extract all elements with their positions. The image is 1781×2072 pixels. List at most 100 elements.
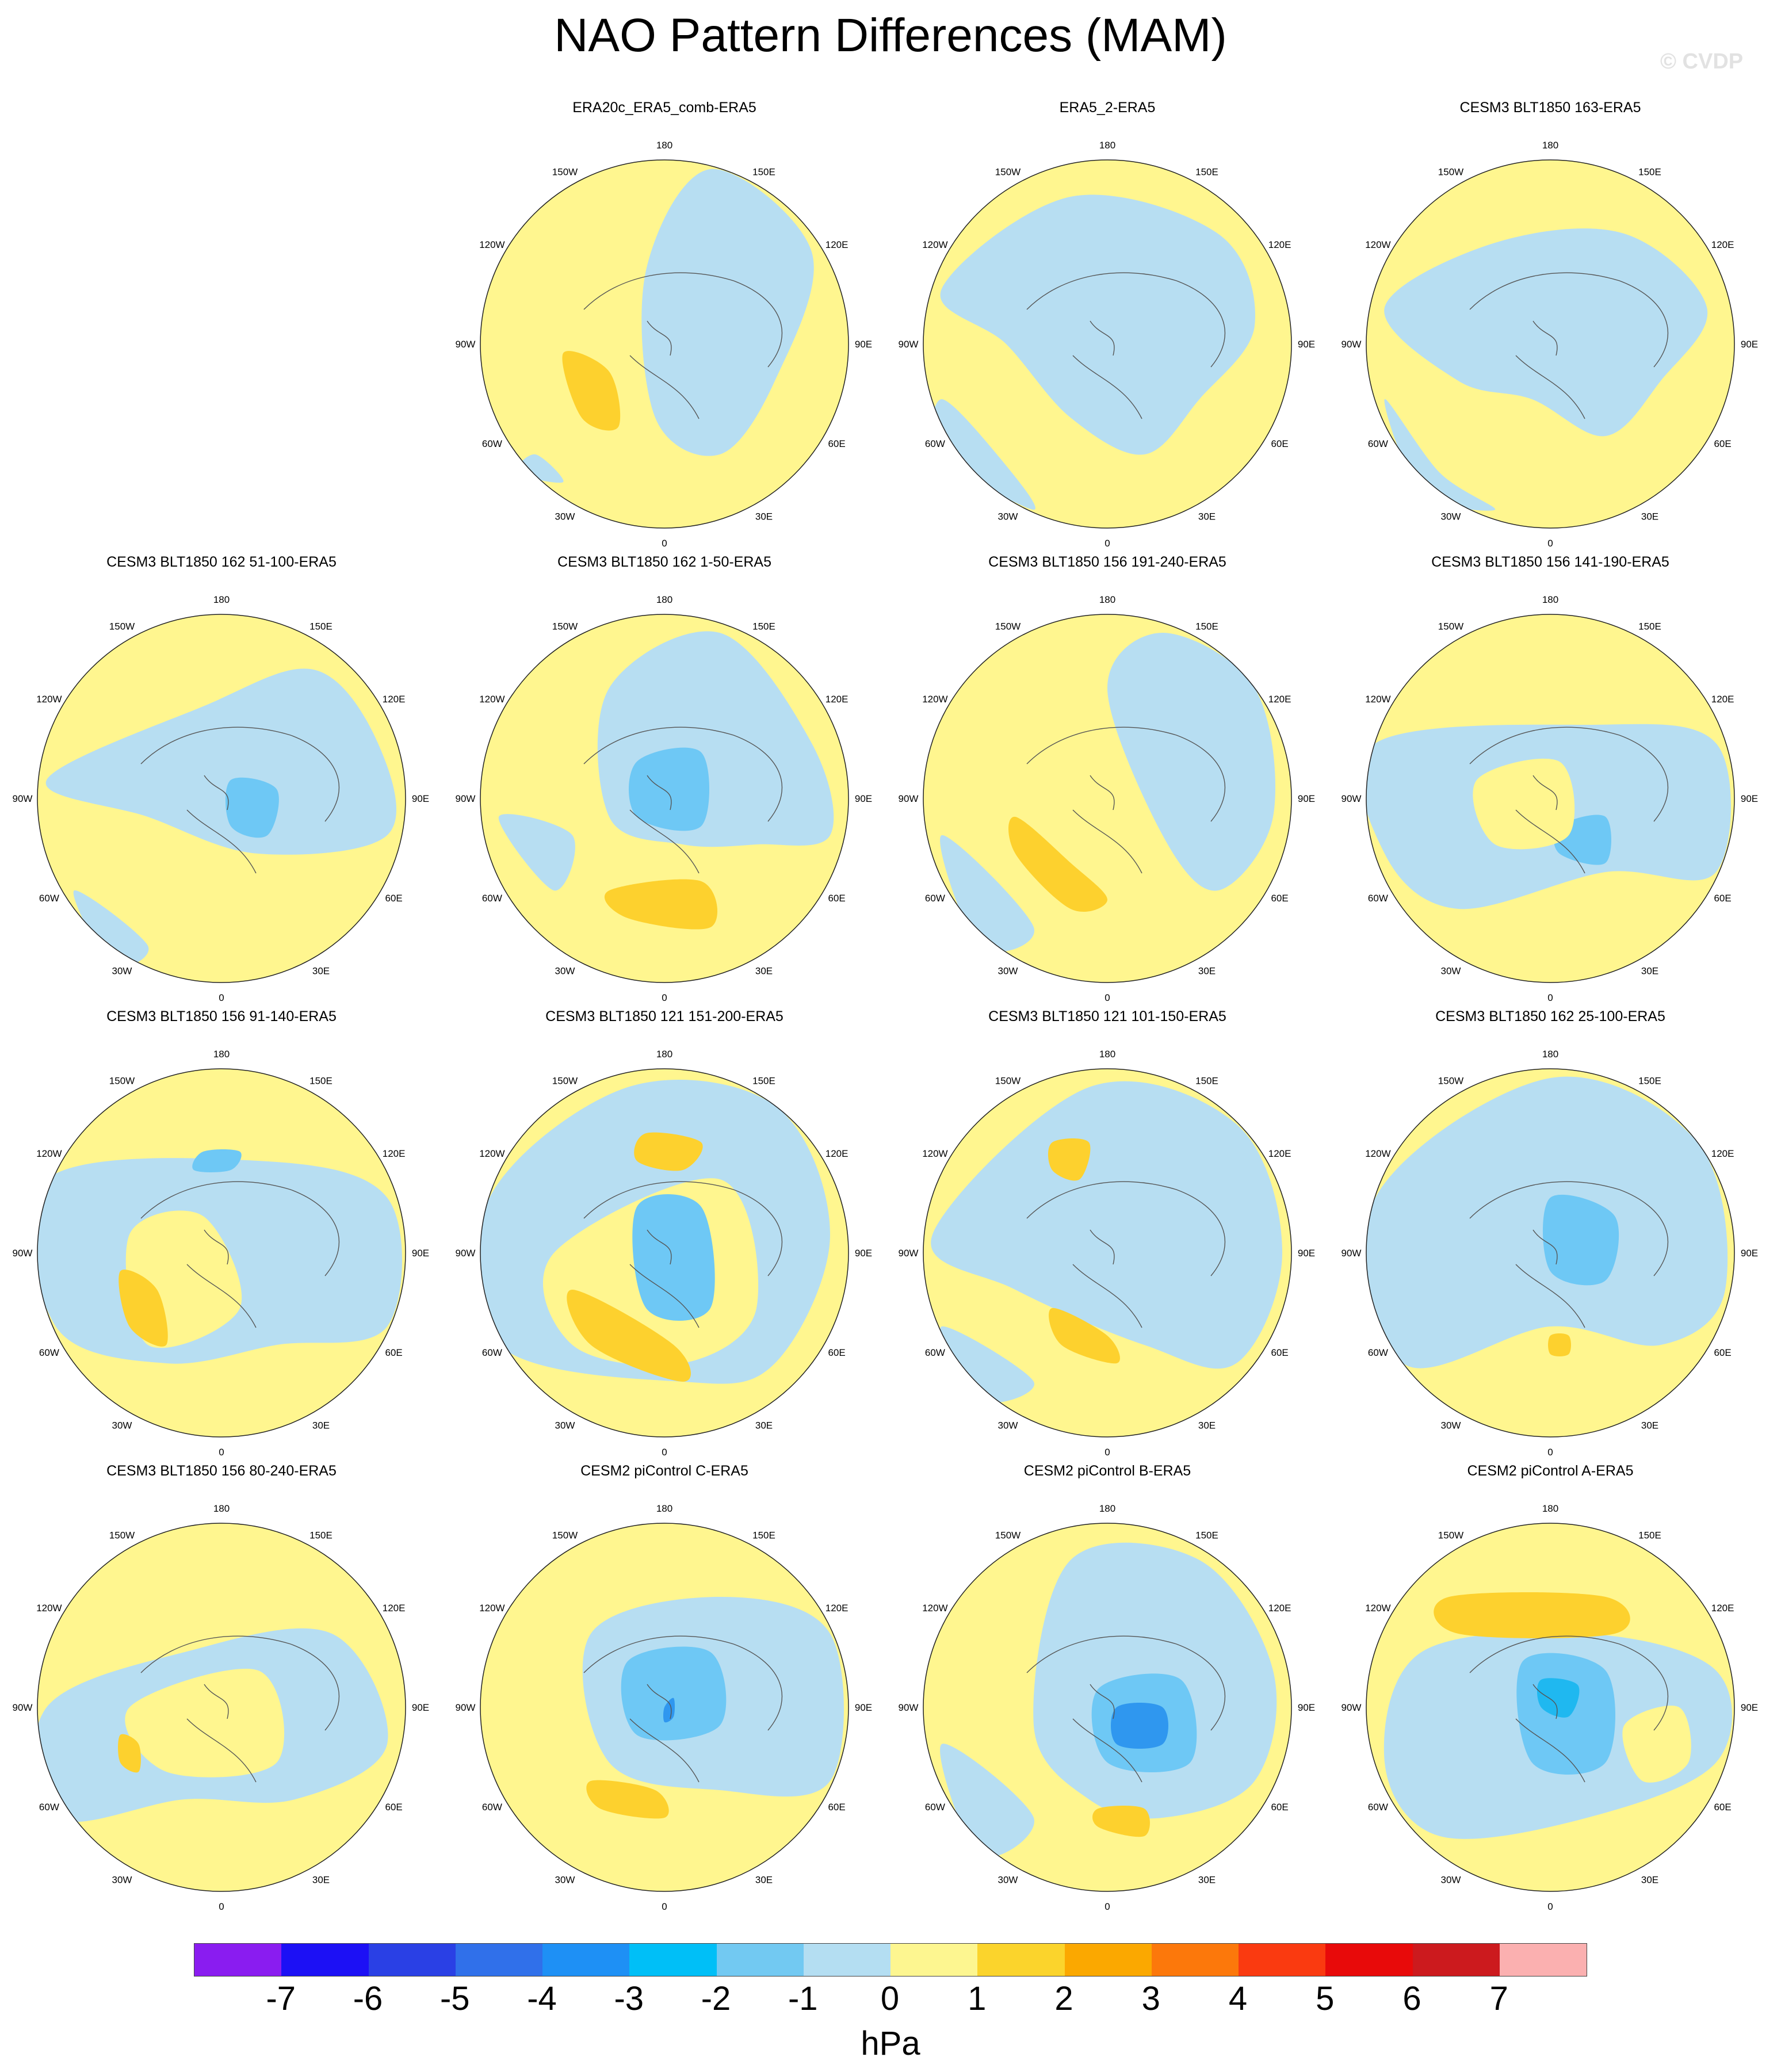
map-panel: CESM3 BLT1850 156 80-240-ERA5 180 150E 120E… (0, 1462, 443, 1917)
map-boundary (37, 1068, 406, 1438)
longitude-label: 90E (855, 1248, 872, 1259)
longitude-label: 120W (1365, 239, 1390, 250)
polar-stereographic-map: 180 150E 120E 90E 60E 30E 0 30W 60W 90W 120W 150W (899, 140, 1316, 549)
contour-region (1548, 1333, 1571, 1356)
longitude-label: 180 (1542, 140, 1558, 151)
polar-stereographic-map: 180 150E 120E 90E 60E 30E 0 30W 60W 90W 120W 150W (899, 594, 1316, 1003)
longitude-label: 180 (656, 1049, 672, 1060)
contour-region (192, 1149, 242, 1172)
longitude-label: 120W (1365, 694, 1390, 705)
colorbar-segment (1325, 1944, 1413, 1976)
colorbar-tick: -5 (439, 1980, 470, 2017)
longitude-label: 120E (383, 1148, 406, 1159)
contour-region (932, 399, 1035, 510)
map-boundary (1366, 1523, 1735, 1892)
longitude-label: 90W (456, 339, 476, 350)
contour-region (586, 1780, 669, 1819)
longitude-label: 150E (1195, 1530, 1218, 1540)
longitude-label: 120E (1268, 239, 1291, 250)
longitude-label: 60E (385, 1347, 402, 1358)
longitude-label: 60W (482, 438, 502, 449)
longitude-label: 150E (752, 1530, 775, 1540)
coastline (140, 727, 340, 874)
watermark: © CVDP (1660, 49, 1744, 74)
longitude-label: 60E (1714, 1347, 1731, 1358)
longitude-label: 30W (998, 511, 1018, 522)
longitude-label: 90E (412, 793, 429, 804)
longitude-label: 120W (922, 239, 947, 250)
contour-region (641, 169, 814, 456)
longitude-label: 150E (752, 1075, 775, 1086)
polar-stereographic-map: 180 150E 120E 90E 60E 30E 0 30W 60W 90W 120W 150W (456, 594, 873, 1003)
polar-stereographic-map: 180 150E 120E 90E 60E 30E 0 30W 60W 90W 120W 150W (456, 1049, 873, 1458)
longitude-label: 180 (656, 140, 672, 151)
map-panel: CESM2 piControl A-ERA5 180 150E 120E 90E 60E 3… (1329, 1462, 1772, 1917)
longitude-label: 150E (1195, 166, 1218, 177)
panel-title: CESM3 BLT1850 163-ERA5 (1459, 100, 1641, 116)
panel-title: CESM3 BLT1850 162 25-100-ERA5 (1435, 1008, 1665, 1024)
longitude-label: 120E (1711, 1603, 1734, 1614)
longitude-label: 90E (1741, 1248, 1758, 1259)
longitude-label: 150E (1195, 621, 1218, 632)
panel-title: CESM3 BLT1850 156 191-240-ERA5 (988, 554, 1226, 570)
longitude-label: 60W (925, 1802, 945, 1813)
contour-region (1107, 633, 1276, 891)
coastline (583, 727, 783, 874)
longitude-label: 60W (39, 1802, 59, 1813)
contour-region (225, 777, 279, 838)
longitude-label: 30E (755, 511, 773, 522)
longitude-label: 30E (1641, 1875, 1658, 1886)
map-panel: CESM2 piControl B-ERA5 180 150E 120E 90E 60E 3… (886, 1462, 1329, 1917)
longitude-label: 30E (1641, 511, 1658, 522)
contour-region (663, 1698, 675, 1723)
longitude-label: 90W (1342, 1702, 1362, 1713)
longitude-label: 120E (1711, 1148, 1734, 1159)
longitude-label: 150W (552, 1075, 578, 1086)
contour-region (931, 1081, 1282, 1369)
longitude-label: 90E (1298, 793, 1315, 804)
panel-title: CESM3 BLT1850 156 141-190-ERA5 (1431, 554, 1669, 570)
longitude-label: 150W (552, 166, 578, 177)
map-boundary (923, 614, 1292, 983)
map-boundary (1366, 614, 1735, 983)
longitude-label: 120E (1268, 1603, 1291, 1614)
colorbar-tick: 7 (1489, 1980, 1508, 2017)
polar-stereographic-map: 180 150E 120E 90E 60E 30E 0 30W 60W 90W 120W 150W (13, 1503, 430, 1912)
longitude-label: 150E (309, 621, 332, 632)
coastline (1026, 1635, 1226, 1783)
longitude-label: 0 (1104, 1447, 1110, 1458)
longitude-label: 0 (662, 538, 667, 549)
longitude-label: 30W (1441, 966, 1461, 977)
longitude-label: 30W (555, 966, 575, 977)
colorbar (194, 1943, 1587, 1977)
longitude-label: 120E (1711, 239, 1734, 250)
longitude-label: 60E (385, 893, 402, 904)
contour-region (1434, 1592, 1630, 1639)
longitude-label: 150E (1638, 621, 1661, 632)
longitude-label: 180 (213, 1049, 230, 1060)
longitude-label: 30E (1198, 966, 1216, 977)
longitude-label: 0 (1104, 992, 1110, 1003)
contour-region (1049, 1308, 1120, 1364)
longitude-label: 90E (855, 339, 872, 350)
longitude-label: 120W (479, 694, 505, 705)
longitude-label: 120E (1268, 1148, 1291, 1159)
longitude-label: 30W (112, 966, 132, 977)
colorbar-tick: -7 (266, 1980, 296, 2017)
coastline (583, 1181, 783, 1328)
panel-title: CESM2 piControl C-ERA5 (580, 1463, 748, 1479)
longitude-label: 30E (312, 1420, 330, 1431)
longitude-label: 0 (662, 992, 667, 1003)
longitude-label: 60W (482, 893, 502, 904)
longitude-label: 60W (925, 893, 945, 904)
longitude-label: 30E (755, 1420, 773, 1431)
panel-title: CESM3 BLT1850 162 1-50-ERA5 (557, 554, 771, 570)
colorbar-tick: -4 (527, 1980, 557, 2017)
longitude-label: 30E (755, 1875, 773, 1886)
map-boundary (923, 1068, 1292, 1438)
longitude-label: 120W (922, 694, 947, 705)
longitude-label: 0 (219, 1901, 224, 1912)
longitude-label: 120W (922, 1603, 947, 1614)
longitude-label: 180 (1099, 1049, 1115, 1060)
colorbar-tick: -1 (788, 1980, 818, 2017)
